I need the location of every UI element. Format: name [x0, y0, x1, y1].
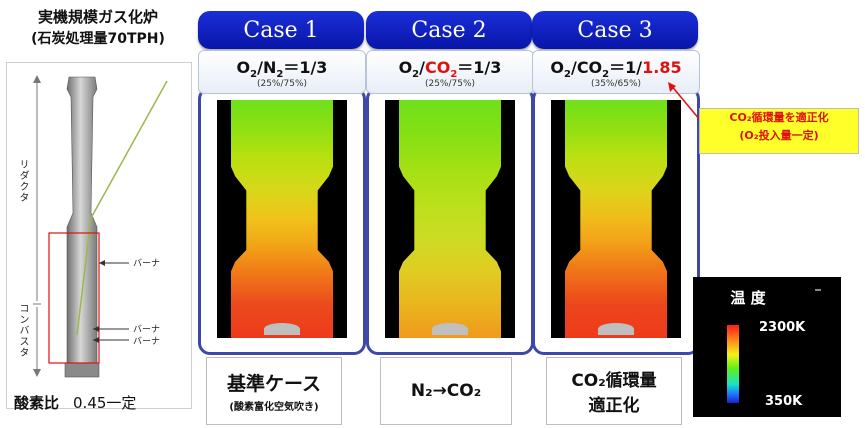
case-3-ratio: O2/CO2＝1/1.85 (35%/65%) — [532, 50, 700, 94]
case-1-temperature-contour — [217, 100, 347, 338]
case-3-description: CO₂循環量 適正化 — [546, 357, 682, 425]
page-title: 実機規模ガス化炉 — [37, 8, 158, 26]
burner-label: バーナ — [133, 325, 161, 335]
gasifier-drawing — [33, 75, 168, 378]
case-3-description-main: CO₂循環量 — [571, 371, 657, 391]
temperature-legend: 温 度 2300K 350K — [693, 277, 841, 417]
oxygen-ratio-note: 酸素比 0.45一定 — [14, 392, 136, 413]
callout-arrow — [668, 82, 701, 121]
case-1-description-sub: (酸素富化空気吹き) — [229, 402, 319, 413]
reductor-label: リダクタ — [17, 159, 28, 203]
legend-title: 温 度 — [730, 289, 766, 307]
case-2-ratio: O2/CO2＝1/3 (25%/75%) — [366, 50, 534, 94]
callout-line-1: CO₂循環量を適正化 — [729, 111, 829, 124]
oxygen-ratio-label: 酸素比 — [14, 394, 60, 412]
case-1-ratio: O2/N2＝1/3 (25%/75%) — [198, 50, 366, 94]
case-2-description: N₂→CO₂ — [380, 357, 512, 425]
case-1-header: Case 1 — [198, 11, 364, 49]
case-2-header: Case 2 — [366, 11, 532, 49]
page-subtitle: (石炭処理量70TPH) — [31, 31, 165, 47]
legend-color-bar — [727, 325, 739, 403]
case-3-header: Case 3 — [532, 11, 698, 49]
legend-max-label: 2300K — [759, 320, 806, 335]
case-2-description-main: N₂→CO₂ — [410, 381, 482, 401]
combustor-label: コンバスタ — [17, 303, 28, 358]
burner-zone-frame — [48, 232, 100, 364]
case-2-ratio-formula: O2/CO2＝1/3 — [398, 58, 502, 81]
case-1-description-main: 基準ケース — [226, 373, 322, 395]
case-1-ratio-formula: O2/N2＝1/3 — [236, 58, 328, 81]
case-3-description-sub: 適正化 — [588, 396, 640, 416]
case-1-description: 基準ケース (酸素富化空気吹き) — [206, 357, 342, 425]
burner-label: バーナ — [133, 259, 161, 269]
co2-optimization-callout: CO₂循環量を適正化 (O₂投入量一定) — [699, 108, 859, 154]
oxygen-ratio-value: 0.45一定 — [73, 394, 137, 412]
case-1-frame — [198, 87, 366, 355]
gasifier-diagram: リダクタ コンバスタ バーナ バーナ バーナ — [6, 62, 192, 409]
vessel-body — [66, 76, 98, 364]
case-1-ratio-percent: (25%/75%) — [256, 79, 308, 90]
case-3-temperature-contour — [551, 100, 681, 338]
case-3-ratio-highlight: 1.85 — [642, 58, 682, 77]
case-2-temperature-contour — [385, 100, 515, 338]
case-2-ratio-percent: (25%/75%) — [424, 79, 476, 90]
callout-line-2: (O₂投入量一定) — [739, 129, 819, 142]
burner-label: バーナ — [133, 337, 161, 347]
case-3-ratio-formula: O2/CO2＝1/1.85 — [550, 58, 682, 81]
legend-min-label: 350K — [765, 394, 803, 409]
case-2-frame — [366, 87, 534, 355]
case-3-ratio-percent: (35%/65%) — [590, 79, 642, 90]
